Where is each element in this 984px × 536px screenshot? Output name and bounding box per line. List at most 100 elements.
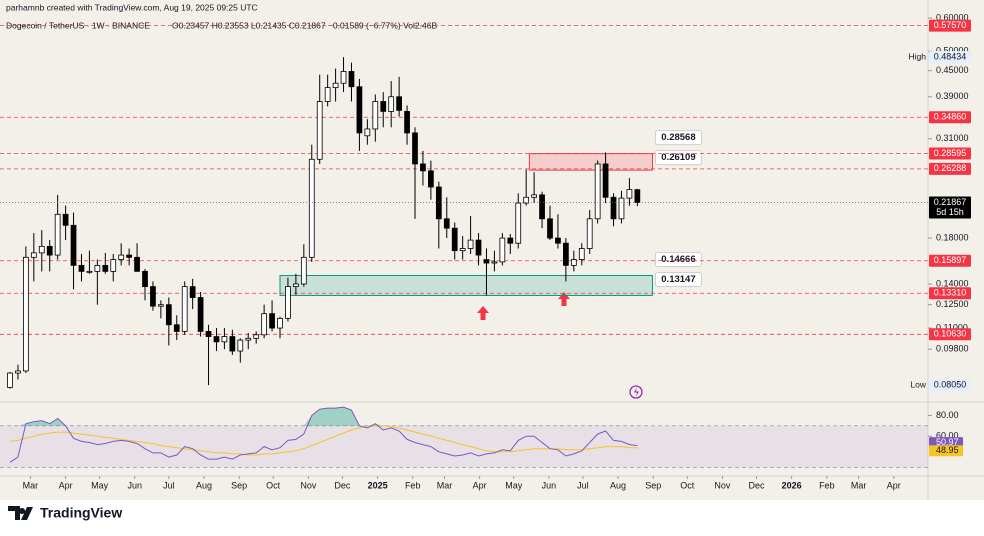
y-tick-label: 0.60000 [936,12,969,22]
candle-body [269,313,275,329]
candle-body [213,336,220,343]
candle-body [229,336,236,352]
level-badge [929,111,971,124]
x-tick-label: Apr [473,480,487,490]
rsi-overbought-fill [10,407,638,426]
candle-body [491,261,498,264]
candle-body [245,337,252,341]
x-tick-label: Apr [887,480,901,490]
candle-body [372,101,379,130]
rsi-last-label: 48.95 [936,445,959,455]
x-tick-label: Mar [851,480,867,490]
x-tick-label: Aug [610,480,626,490]
candle-body [118,254,125,260]
y-tick-label: 0.14000 [936,278,969,288]
candle-body [173,324,180,332]
candle-body [586,218,593,249]
y-tick-label: 0.39000 [936,91,969,101]
candle-body [102,264,109,272]
candle-body [332,82,339,89]
x-tick-label: Oct [680,480,695,490]
candle-body [300,256,307,285]
candle-body [62,213,69,226]
current-price-label: 0.21867 [934,197,967,207]
candle-body [404,110,410,134]
rsi-tick-label: 60.00 [936,431,959,441]
candle-body [388,96,395,112]
level-label: 0.34860 [934,112,967,122]
zone-label: 0.26109 [661,152,695,163]
y-tick-label: 0.50000 [936,46,969,56]
candle-body [30,252,37,258]
candle-body [78,264,85,272]
candle-body [70,224,77,266]
candle-body [364,128,371,137]
candle-body [531,194,537,198]
candle-body [626,189,633,199]
x-tick-label: Mar [23,480,39,490]
candle-body [165,304,172,326]
level-badge [929,287,971,300]
candle-body [285,286,291,319]
chart-background [0,0,984,500]
x-tick-label: Sep [231,480,247,490]
zone-label-box [654,130,702,146]
tradingview-logo: TradingView [8,505,122,521]
zone-label-box [654,251,702,267]
candle-body [261,313,267,336]
candle-body [435,186,442,220]
y-tick-label: 0.09800 [936,344,969,354]
x-tick-label: Jul [163,480,175,490]
rsi-ma-line [9,425,638,456]
candle-body [578,248,585,260]
level-badge [929,328,971,341]
candle-body [459,248,466,252]
x-tick-label: Nov [714,480,731,490]
level-badge [929,162,971,175]
low-label: 0.08050 [934,379,967,389]
candle-body [451,227,458,252]
high-text: High [909,51,927,61]
candle-body [547,218,553,239]
candle-body [205,331,212,337]
candle-body [150,286,156,307]
y-tick-label: 0.31000 [936,133,969,143]
high-badge [929,51,971,64]
x-tick-label: 2025 [368,480,388,490]
zone-label: 0.13147 [661,274,695,285]
candle-body [237,339,244,352]
candle-body [467,239,474,249]
x-tick-label: Dec [334,480,351,490]
level-badge [929,254,971,267]
candle-body [610,196,617,220]
candle-body [316,101,323,160]
level-label: 0.15897 [934,255,967,265]
x-tick-label: May [505,480,523,490]
y-tick-label: 0.45000 [936,65,969,75]
candle-body [126,254,132,258]
rsi-last-label: 50.97 [936,437,959,447]
candle-body [420,163,426,172]
low-text: Low [910,379,926,389]
candle-body [555,237,561,244]
candle-body [356,86,363,134]
candle-body [602,163,609,198]
candle-body [618,197,625,220]
candle-body [499,237,506,263]
x-tick-label: Oct [266,480,281,490]
x-tick-label: Jun [128,480,143,490]
candle-body [563,242,569,266]
candle-body [46,245,53,256]
footer-background [0,500,984,531]
candle-body [539,194,545,220]
level-label: 0.26288 [934,163,967,173]
x-tick-label: 2026 [782,480,802,490]
candle-body [348,71,355,88]
logo-icon [8,506,33,520]
candle-body [23,256,29,372]
level-label: 0.10630 [934,329,967,339]
lightning-icon [629,385,643,399]
candle-body [308,158,315,258]
candle-body [110,259,117,272]
